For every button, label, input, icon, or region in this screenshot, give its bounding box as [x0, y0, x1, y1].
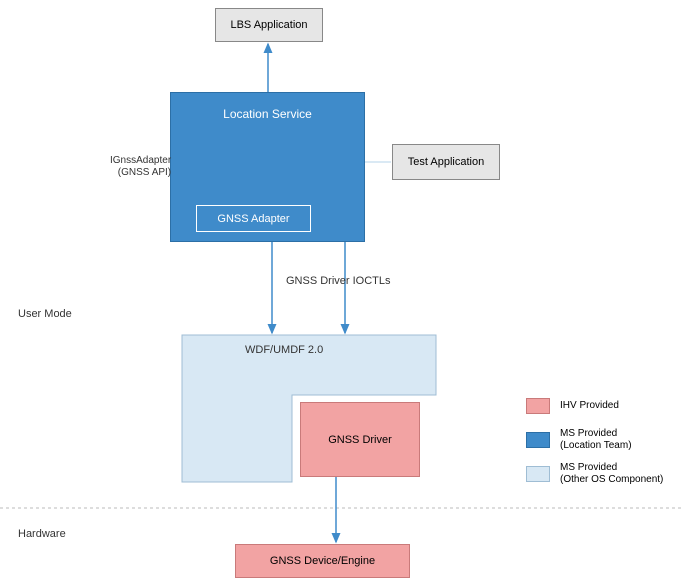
legend-swatch	[526, 398, 550, 414]
gnss-adapter-label: GNSS Adapter	[217, 213, 289, 225]
ignss-adapter-label: IGnssAdapter (GNSS API)	[110, 155, 171, 179]
hardware-label: Hardware	[18, 528, 66, 540]
test-application-label: Test Application	[408, 156, 484, 168]
legend-label: MS Provided (Location Team)	[560, 428, 632, 452]
legend-swatch	[526, 466, 550, 482]
lbs-application-label: LBS Application	[230, 19, 307, 31]
lbs-application-box: LBS Application	[215, 8, 323, 42]
gnss-device-box: GNSS Device/Engine	[235, 544, 410, 578]
legend-row: MS Provided (Location Team)	[526, 428, 632, 452]
legend-swatch	[526, 432, 550, 448]
gnss-adapter-box: GNSS Adapter	[196, 205, 311, 232]
legend-row: IHV Provided	[526, 398, 619, 414]
user-mode-label: User Mode	[18, 308, 72, 320]
gnss-driver-label: GNSS Driver	[328, 434, 392, 446]
wdf-umdf-label: WDF/UMDF 2.0	[245, 344, 323, 356]
gnss-driver-ioctls-label: GNSS Driver IOCTLs	[286, 275, 391, 287]
test-application-box: Test Application	[392, 144, 500, 180]
gnss-driver-box: GNSS Driver	[300, 402, 420, 477]
legend-label: IHV Provided	[560, 400, 619, 412]
gnss-device-label: GNSS Device/Engine	[270, 555, 375, 567]
legend-label: MS Provided (Other OS Component)	[560, 462, 663, 486]
location-service-label: Location Service	[223, 107, 312, 121]
legend-row: MS Provided (Other OS Component)	[526, 462, 663, 486]
diagram-svg	[0, 0, 682, 588]
